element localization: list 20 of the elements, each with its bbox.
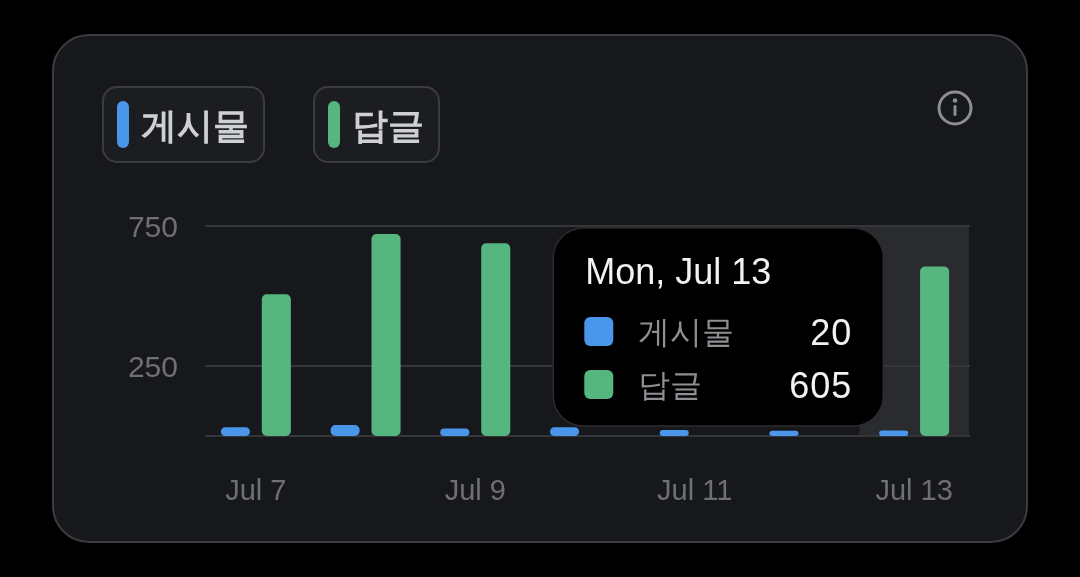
- bar: [920, 266, 950, 436]
- bar: [769, 430, 799, 436]
- x-tick-label: Jul 9: [444, 474, 506, 506]
- x-tick-label: Jul 13: [875, 474, 953, 506]
- legend-label: 답글: [352, 104, 424, 146]
- x-tick-label: Jul 7: [225, 474, 287, 506]
- annotation: Mon, Jul 13: [585, 250, 772, 292]
- bar: [481, 243, 511, 436]
- x-tick-label: Jul 11: [657, 474, 733, 506]
- legend-label: 게시물: [141, 104, 249, 146]
- bar: [261, 294, 291, 436]
- annotation: 605: [789, 364, 853, 406]
- y-tick-label: 250: [127, 349, 178, 383]
- bar: [879, 430, 909, 436]
- y-tick-label: 750: [127, 209, 178, 243]
- annotation: 게시물: [638, 314, 735, 350]
- annotation: 답글: [638, 367, 703, 403]
- bar: [371, 234, 401, 436]
- bar: [659, 430, 689, 436]
- annotation: 20: [810, 311, 853, 353]
